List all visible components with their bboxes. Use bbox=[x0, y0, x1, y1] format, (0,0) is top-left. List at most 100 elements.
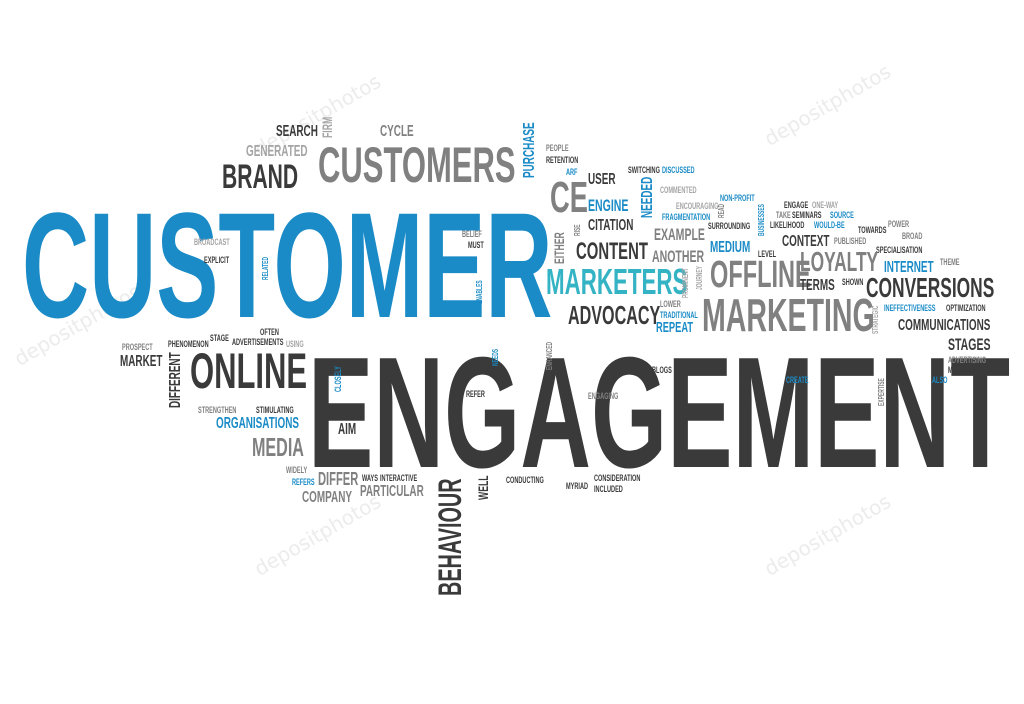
word-firm: FIRM bbox=[319, 116, 335, 138]
word-also: ALSO bbox=[932, 375, 948, 385]
word-organisations: ORGANISATIONS bbox=[216, 415, 300, 432]
word-market: MARKET bbox=[120, 353, 163, 370]
word-online: ONLINE bbox=[190, 343, 308, 399]
word-conversions: CONVERSIONS bbox=[866, 272, 995, 303]
word-advertising: ADVERTISING bbox=[948, 355, 987, 365]
word-needed: NEEDED bbox=[639, 176, 656, 218]
word-shown: SHOWN bbox=[842, 277, 864, 287]
word-search: SEARCH bbox=[276, 123, 318, 140]
word-optimization: OPTIMIZATION bbox=[946, 303, 986, 313]
word-explicit: EXPLICIT bbox=[204, 255, 230, 265]
word-surrounding: SURROUNDING bbox=[708, 221, 751, 231]
word-journey: JOURNEY bbox=[695, 266, 704, 290]
word-customers: CUSTOMERS bbox=[318, 137, 516, 193]
word-either: EITHER bbox=[551, 232, 567, 264]
word-power: POWER bbox=[888, 219, 910, 229]
word-repeat: REPEAT bbox=[656, 319, 694, 336]
word-customer: CUSTOMER bbox=[22, 181, 553, 349]
word-example: EXAMPLE bbox=[654, 225, 705, 244]
word-loyalty: LOYALTY bbox=[800, 246, 879, 277]
word-context: CONTEXT bbox=[782, 233, 830, 250]
word-lower: LOWER bbox=[660, 299, 681, 309]
word-source: SOURCE bbox=[830, 210, 854, 220]
word-closely: CLOSELY bbox=[333, 366, 343, 392]
word-cycle: CYCLE bbox=[380, 123, 414, 140]
word-widely: WIDELY bbox=[286, 465, 308, 475]
word-purchase: PURCHASE bbox=[521, 122, 538, 178]
word-refer: REFER bbox=[466, 389, 485, 399]
word-behaviour: BEHAVIOUR bbox=[432, 478, 468, 596]
word-engine: ENGINE bbox=[588, 196, 629, 215]
word-would-be: WOULD-BE bbox=[814, 220, 845, 230]
word-broad: BROAD bbox=[902, 231, 923, 241]
watermark: depositphotos bbox=[760, 489, 895, 581]
word-switching: SWITCHING bbox=[628, 165, 660, 175]
word-create: CREATE bbox=[786, 375, 809, 385]
word-stimulating: STIMULATING bbox=[256, 405, 294, 415]
word-needs: NEEDS bbox=[491, 348, 500, 366]
word-related: RELATED bbox=[261, 256, 270, 280]
word-towards: TOWARDS bbox=[858, 225, 887, 235]
word-prominent: PROMINENT bbox=[681, 268, 690, 298]
word-generated: GENERATED bbox=[246, 143, 308, 160]
word-commented: COMMENTED bbox=[660, 185, 697, 195]
word-broadcast: BROADCAST bbox=[194, 237, 230, 247]
word-brand: BRAND bbox=[222, 158, 299, 196]
word-another: ANOTHER bbox=[652, 247, 705, 266]
word-different: DIFFERENT bbox=[167, 352, 184, 408]
word-businesses: BUSINESSES bbox=[757, 204, 766, 236]
word-maximising: MAXIMISING bbox=[948, 365, 982, 375]
word-engaging: ENGAGING bbox=[588, 391, 619, 401]
word-aim: AIM bbox=[338, 421, 357, 438]
word-prospect: PROSPECT bbox=[122, 342, 153, 352]
word-seminars: SEMINARS bbox=[792, 210, 822, 220]
word-content: CONTENT bbox=[576, 238, 648, 265]
word-likelihood: LIKELIHOOD bbox=[770, 220, 805, 230]
word-belief: BELIEF bbox=[462, 229, 482, 239]
word-included: INCLUDED bbox=[594, 484, 623, 494]
word-read: READ bbox=[717, 203, 726, 218]
word-engagement: ENGAGEMENT bbox=[308, 325, 1011, 501]
word-advocacy: ADVOCACY bbox=[568, 300, 661, 330]
word-using: USING bbox=[286, 339, 304, 349]
word-retention: RETENTION bbox=[546, 155, 579, 165]
word-rise: RISE bbox=[573, 224, 582, 236]
watermark: depositphotos bbox=[760, 59, 895, 151]
word-strengthen: STRENGTHEN bbox=[198, 405, 237, 415]
word-medium: MEDIUM bbox=[710, 239, 751, 256]
word-enables: ENABLES bbox=[475, 280, 484, 304]
word-people: PEOPLE bbox=[546, 143, 569, 153]
word-phenomenon: PHENOMENON bbox=[168, 339, 209, 349]
word-ce: CE bbox=[550, 173, 588, 222]
word-ways: WAYS bbox=[362, 473, 378, 483]
word-marketing: MARKETING bbox=[702, 289, 875, 341]
word-specialisation: SPECIALISATION bbox=[876, 245, 923, 255]
word-often: OFTEN bbox=[260, 327, 279, 337]
word-internet: INTERNET bbox=[884, 259, 934, 276]
word-differ: DIFFER bbox=[318, 469, 359, 489]
word-must: MUST bbox=[468, 240, 484, 250]
word-non-profit: NON-PROFIT bbox=[720, 193, 755, 203]
word-discussed: DISCUSSED bbox=[662, 165, 695, 175]
word-arf: ARF bbox=[566, 167, 578, 177]
word-advertisements: ADVERTISEMENTS bbox=[232, 337, 284, 347]
word-stage: STAGE bbox=[210, 333, 229, 343]
word-terms: TERMS bbox=[800, 277, 835, 294]
word-encouraging: ENCOURAGING bbox=[676, 201, 719, 211]
word-communications: COMMUNICATIONS bbox=[898, 317, 991, 334]
word-ineffectiveness: INEFFECTIVENESS bbox=[884, 303, 936, 313]
word-stages: STAGES bbox=[948, 335, 991, 354]
word-take: TAKE bbox=[776, 210, 791, 220]
word-offline: OFFLINE bbox=[710, 254, 811, 296]
word-marketers: MARKETERS bbox=[546, 261, 688, 302]
word-interactive: INTERACTIVE bbox=[380, 473, 418, 483]
word-blogs: BLOGS bbox=[652, 365, 672, 375]
word-refers: REFERS bbox=[292, 477, 315, 487]
word-citation: CITATION bbox=[588, 217, 634, 234]
word-expertise: EXPERTISE bbox=[877, 378, 886, 406]
word-enhanced: ENHANCED bbox=[545, 341, 554, 370]
word-conducting: CONDUCTING bbox=[506, 475, 544, 485]
word-consideration: CONSIDERATION bbox=[594, 473, 641, 483]
word-engage: ENGAGE bbox=[784, 200, 809, 210]
